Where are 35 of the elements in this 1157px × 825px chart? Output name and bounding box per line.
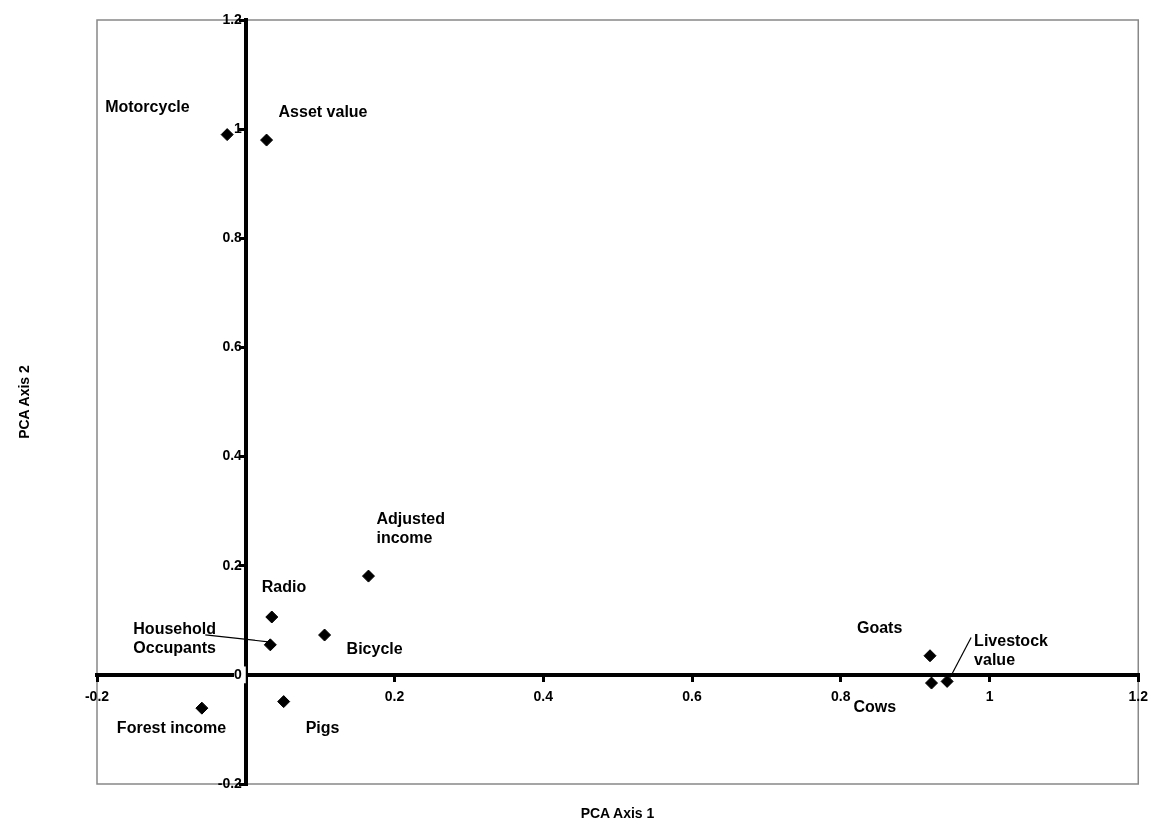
y-tick-label: -0.2 — [217, 774, 246, 791]
point — [361, 569, 375, 583]
point — [195, 701, 209, 715]
y-axis-title: PCA Axis 2 — [15, 365, 32, 439]
x-tick-label: -0.2 — [84, 688, 110, 705]
annotation: Cows — [853, 697, 897, 717]
annotation: Asset value — [278, 102, 368, 122]
annotation: Radio — [261, 577, 307, 596]
point — [260, 133, 274, 147]
annotation: Goats — [857, 617, 903, 637]
y-tick-label: 0.2 — [222, 556, 246, 573]
point — [263, 638, 277, 652]
x-axis-title: PCA Axis 1 — [580, 805, 655, 821]
annotation: Household Occupants — [133, 618, 217, 657]
x-tick-label: 0.4 — [533, 688, 554, 705]
y-tick-label: 0 — [234, 665, 246, 682]
x-tick-label: 0.8 — [831, 688, 851, 705]
x-tick-label: 0.6 — [682, 688, 702, 705]
x-tick-label: 1.2 — [1128, 688, 1149, 705]
point — [265, 610, 279, 624]
annotation: Livestock value — [974, 631, 1049, 670]
point — [925, 676, 938, 690]
x-tick-label: 0.2 — [384, 688, 405, 705]
annotation: Motorcycle — [105, 96, 190, 116]
point — [277, 695, 291, 709]
point — [923, 649, 937, 663]
annotation: Adjusted income — [376, 509, 446, 548]
y-tick-label: 1 — [234, 120, 246, 136]
annotation: Bicycle — [346, 639, 403, 659]
x-tick-label: 1 — [985, 688, 994, 705]
y-tick-label: 1.2 — [222, 10, 246, 27]
point — [318, 628, 332, 642]
annotation: Pigs — [305, 717, 340, 737]
annotation: Forest income — [116, 718, 227, 738]
point — [220, 128, 234, 142]
